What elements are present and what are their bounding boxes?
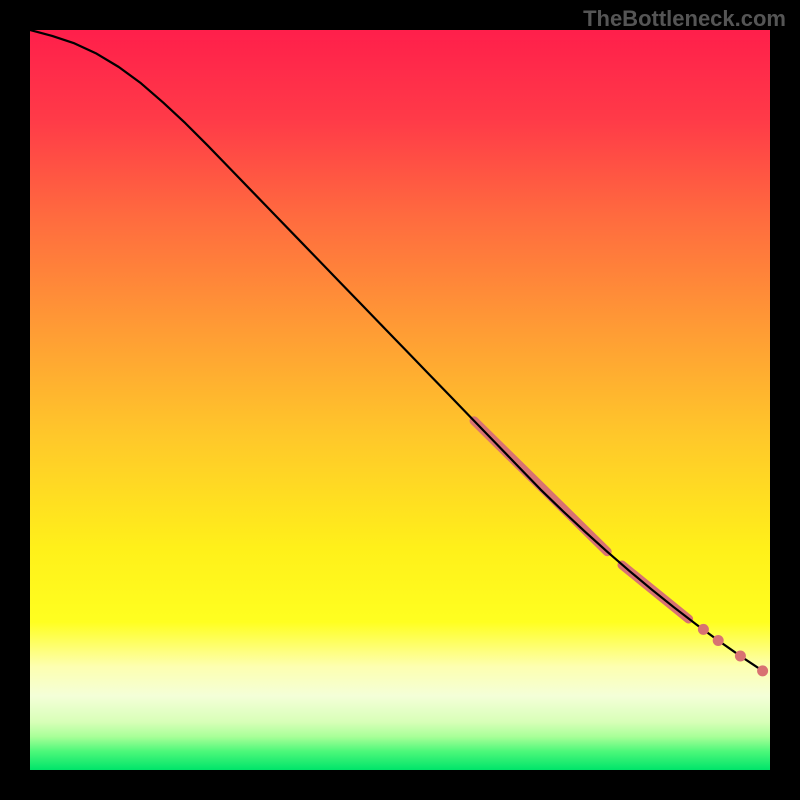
watermark-text: TheBottleneck.com [583, 6, 786, 32]
stage: TheBottleneck.com [0, 0, 800, 800]
chart-svg [30, 30, 770, 770]
marker-dot [735, 651, 746, 662]
plot-area [30, 30, 770, 770]
marker-dot [698, 624, 709, 635]
marker-dot [757, 665, 768, 676]
chart-background [30, 30, 770, 770]
marker-dot [713, 635, 724, 646]
